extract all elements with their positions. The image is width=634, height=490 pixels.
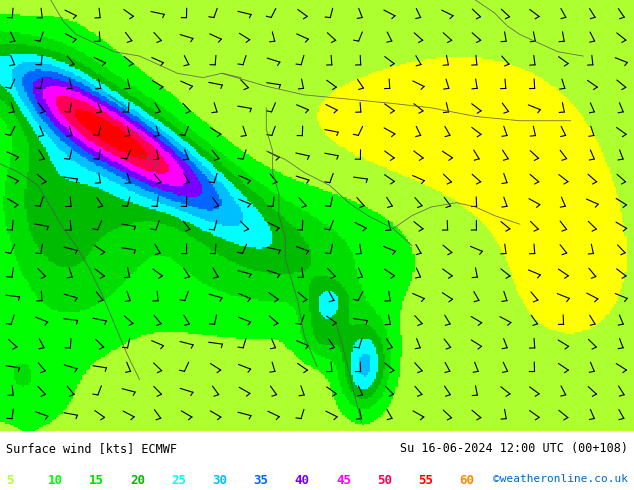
- Text: Su 16-06-2024 12:00 UTC (00+108): Su 16-06-2024 12:00 UTC (00+108): [399, 442, 628, 455]
- Text: 45: 45: [336, 473, 351, 487]
- Text: 55: 55: [418, 473, 434, 487]
- Text: 15: 15: [89, 473, 104, 487]
- Text: 20: 20: [130, 473, 145, 487]
- Text: ©weatheronline.co.uk: ©weatheronline.co.uk: [493, 473, 628, 484]
- Text: 5: 5: [6, 473, 14, 487]
- Text: 60: 60: [460, 473, 475, 487]
- Text: 50: 50: [377, 473, 392, 487]
- Text: 35: 35: [254, 473, 269, 487]
- Text: 30: 30: [212, 473, 228, 487]
- Text: 10: 10: [48, 473, 63, 487]
- Text: 40: 40: [295, 473, 310, 487]
- Text: 25: 25: [171, 473, 186, 487]
- Text: Surface wind [kts] ECMWF: Surface wind [kts] ECMWF: [6, 442, 178, 455]
